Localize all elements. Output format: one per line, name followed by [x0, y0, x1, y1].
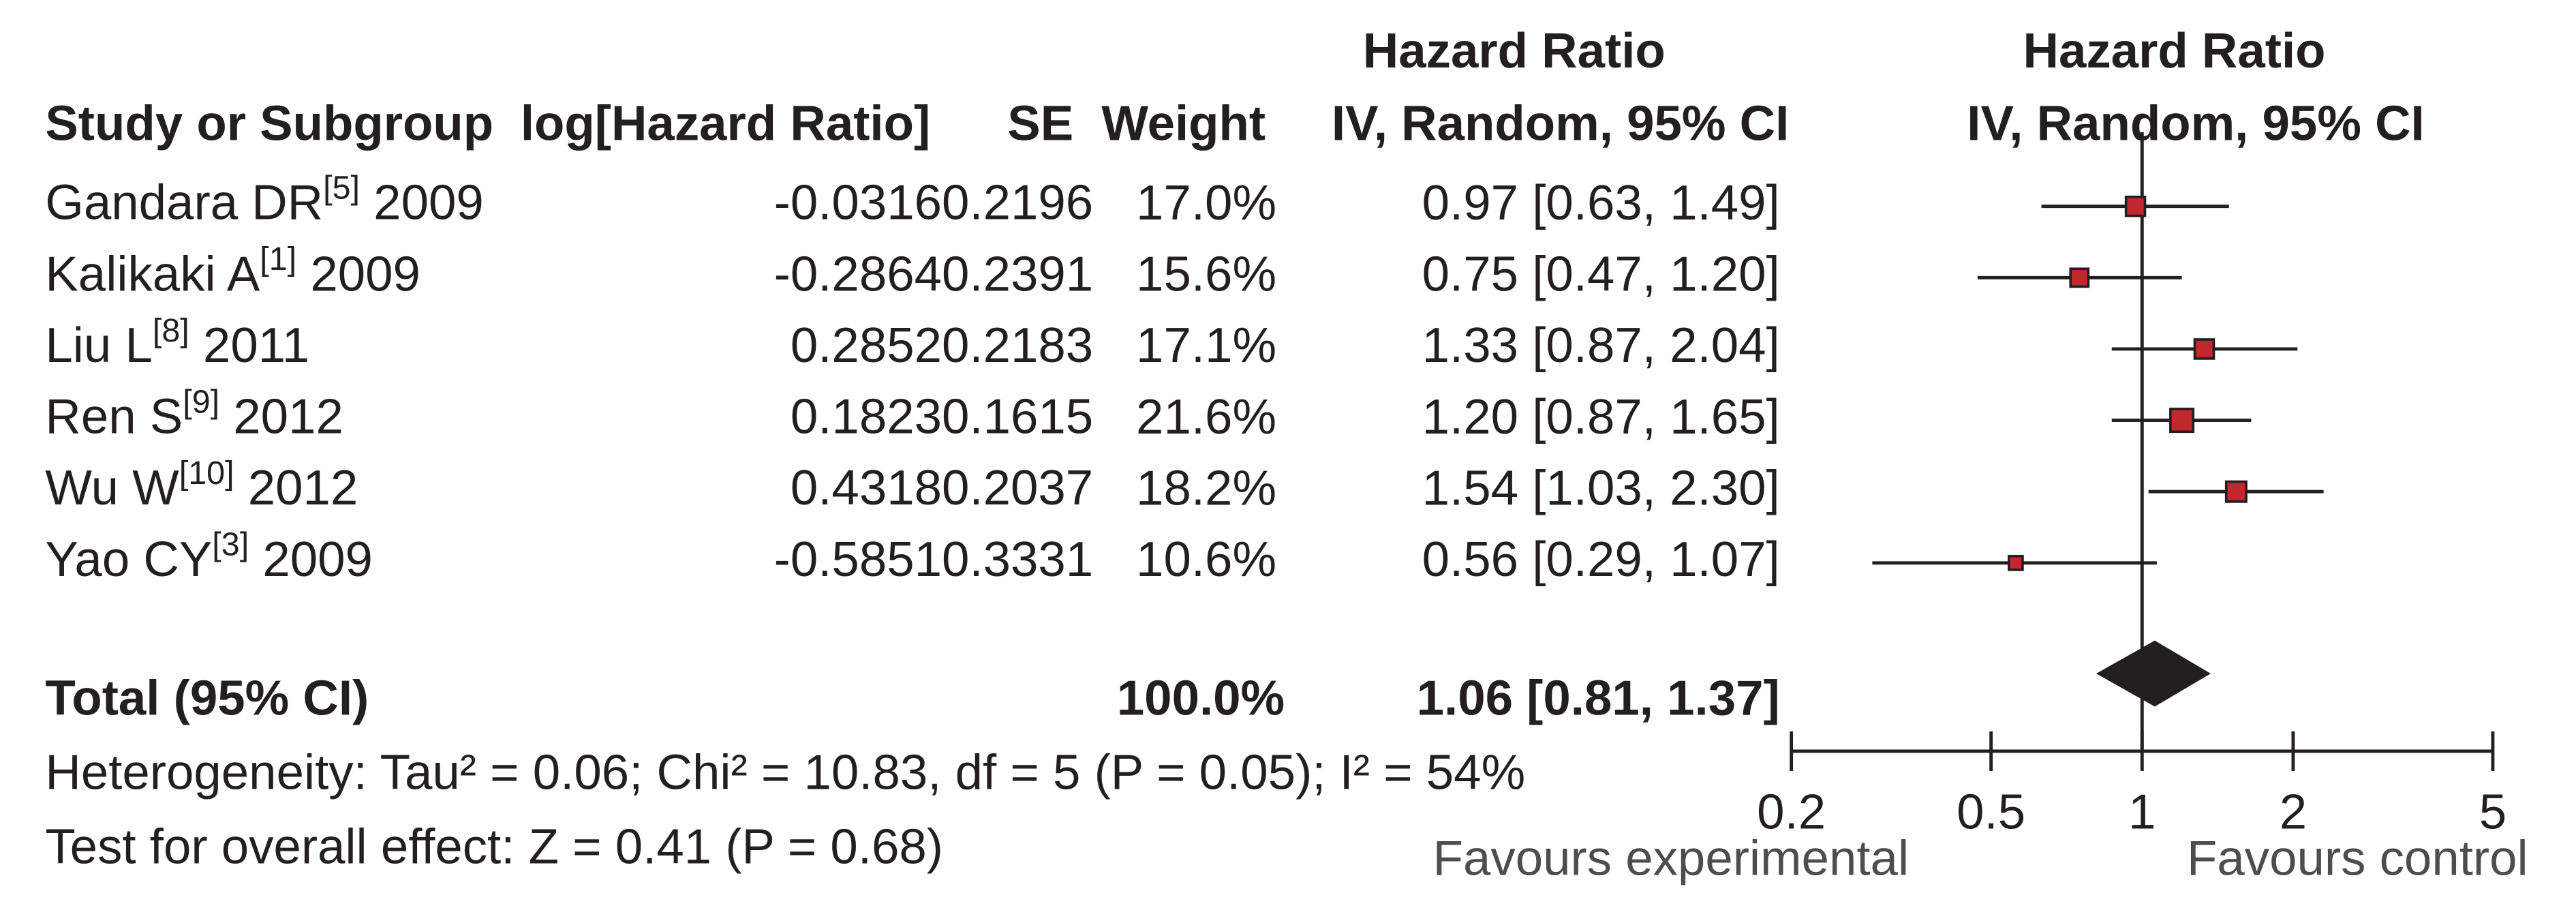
year: 2009 — [296, 247, 420, 302]
reference: [10] — [179, 455, 234, 491]
effect-square — [2069, 267, 2090, 288]
x-tick-label: 1 — [2128, 785, 2156, 840]
log-hr: -0.2864 — [774, 247, 942, 302]
effect: 1.33 [0.87, 2.04] — [1422, 318, 1780, 373]
estimate: -0.58510.3331 — [774, 532, 1094, 587]
reference: [3] — [212, 526, 249, 562]
weight: 10.6% — [1136, 532, 1276, 587]
total-weight: 100.0% — [1117, 670, 1285, 725]
header: log[Hazard Ratio] — [521, 96, 930, 151]
header: Study or Subgroup — [45, 96, 493, 151]
estimate: -0.03160.2196 — [774, 175, 1094, 230]
study-name: Wu W[10] 2012 — [45, 455, 358, 516]
reference: [1] — [260, 241, 296, 277]
author: Ren S — [45, 389, 183, 444]
study-name: Gandara DR[5] 2009 — [45, 169, 483, 230]
weight: 21.6% — [1136, 389, 1276, 444]
favours-left: Favours experimental — [1433, 830, 1909, 886]
header: IV, Random, 95% CI — [1967, 96, 2424, 151]
se: 0.2196 — [942, 175, 1093, 230]
year: 2009 — [249, 532, 373, 587]
header: IV, Random, 95% CI — [1332, 96, 1789, 151]
heterogeneity: Heterogeneity: Tau² = 0.06; Chi² = 10.83… — [45, 744, 1525, 800]
overall-effect: Test for overall effect: Z = 0.41 (P = 0… — [45, 819, 943, 874]
estimate: 0.28520.2183 — [791, 318, 1093, 373]
log-hr: -0.5851 — [774, 532, 942, 587]
log-hr: 0.2852 — [791, 318, 942, 373]
log-hr: 0.4318 — [791, 460, 942, 515]
estimate: 0.43180.2037 — [791, 460, 1093, 515]
x-tick-label: 0.2 — [1757, 785, 1826, 840]
header: SE — [1007, 96, 1073, 151]
year: 2009 — [360, 175, 484, 230]
header: Weight — [1101, 96, 1266, 151]
weight: 17.0% — [1136, 175, 1276, 230]
total-diamond — [2096, 640, 2211, 707]
author: Yao CY — [45, 532, 212, 587]
total-effect: 1.06 [0.81, 1.37] — [1417, 670, 1780, 725]
study-name: Yao CY[3] 2009 — [45, 526, 373, 587]
weight: 18.2% — [1136, 460, 1276, 515]
effect-square — [2008, 554, 2024, 571]
study-name: Kalikaki A[1] 2009 — [45, 241, 420, 302]
author: Liu L — [45, 318, 153, 373]
year: 2012 — [234, 460, 358, 515]
favours-right: Favours control — [2187, 830, 2528, 886]
total-label: Total (95% CI) — [45, 670, 369, 725]
author: Kalikaki A — [45, 247, 260, 302]
year: 2012 — [219, 389, 343, 444]
x-tick-label: 2 — [2280, 785, 2307, 840]
header: Hazard Ratio — [2023, 23, 2326, 78]
author: Wu W — [45, 460, 179, 515]
effect-square — [2124, 195, 2147, 217]
header: Hazard Ratio — [1363, 23, 1666, 78]
se: 0.2391 — [942, 247, 1093, 302]
se: 0.3331 — [942, 532, 1093, 587]
study-name: Ren S[9] 2012 — [45, 383, 343, 444]
weight: 15.6% — [1136, 247, 1276, 302]
weight: 17.1% — [1136, 318, 1276, 373]
effect: 0.75 [0.47, 1.20] — [1422, 247, 1780, 302]
estimate: -0.28640.2391 — [774, 247, 1094, 302]
effect-square — [2169, 408, 2195, 434]
reference: [5] — [323, 169, 360, 206]
reference: [9] — [183, 383, 219, 420]
effect: 1.20 [0.87, 1.65] — [1422, 389, 1780, 444]
log-hr: -0.0316 — [774, 175, 942, 230]
se: 0.2183 — [942, 318, 1093, 373]
effect: 1.54 [1.03, 2.30] — [1422, 460, 1780, 515]
year: 2011 — [189, 318, 309, 373]
estimate: 0.18230.1615 — [791, 389, 1093, 444]
x-tick-label: 0.5 — [1957, 785, 2025, 840]
se: 0.2037 — [942, 460, 1093, 515]
reference: [8] — [153, 312, 189, 349]
effect: 0.97 [0.63, 1.49] — [1422, 175, 1780, 230]
effect: 0.56 [0.29, 1.07] — [1422, 532, 1780, 587]
study-name: Liu L[8] 2011 — [45, 312, 309, 374]
se: 0.1615 — [942, 389, 1093, 444]
log-hr: 0.1823 — [791, 389, 942, 444]
effect-square — [2193, 338, 2215, 360]
effect-square — [2224, 480, 2248, 503]
author: Gandara DR — [45, 175, 323, 230]
x-tick-label: 5 — [2479, 785, 2506, 840]
